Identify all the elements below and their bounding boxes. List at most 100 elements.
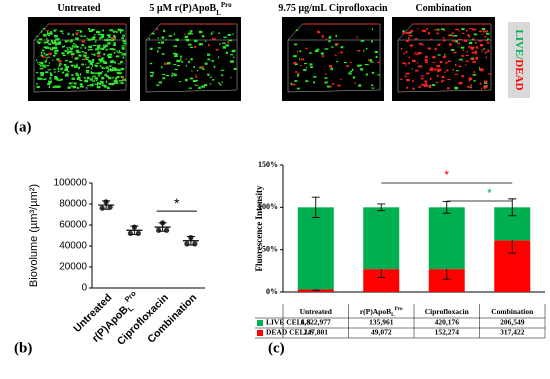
cell: [294, 80, 298, 82]
cell: [475, 46, 479, 49]
cell: [72, 43, 76, 45]
error-bar: [508, 198, 517, 217]
cell: [406, 39, 409, 43]
cell: [94, 83, 98, 85]
cell: [368, 59, 373, 62]
cell: [101, 57, 105, 59]
cell: [121, 37, 124, 40]
cell: [71, 77, 75, 80]
cell: [96, 83, 98, 86]
cell: [349, 70, 353, 73]
cell: [442, 75, 445, 78]
cell: [365, 73, 368, 76]
x-tick-label-main: Ciprofloxacin: [425, 307, 470, 316]
cell: [406, 86, 409, 89]
cell: [40, 54, 44, 57]
cell: [188, 43, 192, 46]
cell: [371, 28, 373, 31]
cell: [81, 63, 85, 66]
cell: [38, 63, 41, 66]
cell: [107, 87, 110, 90]
cell: [184, 78, 188, 82]
cell: [47, 56, 50, 58]
cell: [487, 50, 490, 53]
cell: [348, 72, 352, 75]
image-title: 5 µM r(P)ApoBLPro: [149, 1, 232, 17]
image-title: Combination: [415, 3, 472, 14]
cell: [36, 85, 40, 89]
cell: [110, 37, 115, 40]
cell: [79, 30, 83, 33]
cell: [91, 58, 95, 62]
cell: [70, 53, 75, 56]
y-axis-label: Fluorescence Intensity: [254, 185, 264, 272]
cell: [47, 47, 49, 49]
cell: [156, 50, 159, 53]
cell: [330, 67, 333, 71]
cell: [204, 62, 208, 65]
cell: [160, 41, 164, 44]
cell: [149, 71, 154, 74]
cell: [151, 32, 155, 35]
cell: [483, 85, 488, 88]
cell: [191, 70, 193, 72]
cell: [83, 77, 86, 79]
cell: [461, 60, 464, 62]
cell: [450, 49, 455, 52]
cell: [91, 77, 94, 80]
cell: [111, 67, 116, 69]
cell: [316, 48, 320, 50]
error-bar: [186, 236, 195, 246]
cell: [54, 77, 59, 80]
cell: [207, 73, 210, 76]
cell: [294, 63, 298, 66]
cell: [328, 37, 332, 39]
cell: [470, 47, 474, 50]
cell: [43, 46, 47, 48]
cell: [212, 79, 215, 81]
cell: [101, 33, 105, 37]
cell: [76, 51, 80, 54]
cell: [57, 71, 60, 73]
cell: [309, 52, 312, 54]
cell: [211, 38, 216, 40]
cell: [71, 45, 74, 47]
cell: [453, 51, 457, 54]
cell: [317, 31, 321, 34]
cell: [230, 76, 232, 79]
cell: [339, 78, 342, 81]
cell: [321, 35, 324, 38]
cell: [198, 30, 203, 34]
cell: [337, 84, 341, 87]
cell: [360, 40, 365, 42]
cell: [48, 52, 52, 56]
cell: [210, 32, 213, 35]
cell: [424, 59, 428, 62]
cell: [192, 79, 197, 83]
cell: [87, 28, 91, 30]
cell: [88, 30, 93, 32]
cell: [45, 71, 49, 74]
cell: [52, 41, 56, 45]
cell: [105, 39, 109, 42]
cell: [233, 67, 237, 70]
cell: [221, 81, 223, 84]
cell: [116, 71, 120, 75]
cell: [195, 74, 197, 76]
cell: [83, 35, 87, 37]
cell: [107, 39, 112, 41]
cell: [173, 33, 175, 36]
cell: [112, 76, 114, 79]
cell: [113, 61, 116, 64]
cell: [227, 33, 231, 36]
cell: [303, 68, 307, 71]
cell: [458, 39, 463, 41]
cell: [324, 77, 328, 79]
cell: [470, 84, 472, 87]
cell: [371, 87, 375, 89]
cell: [218, 82, 220, 84]
stain-box: [508, 22, 530, 98]
cell: [103, 84, 107, 87]
cell: [469, 41, 473, 45]
